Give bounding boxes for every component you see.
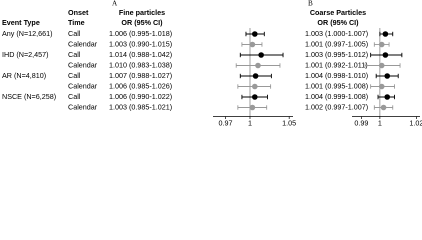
forest-figure: Event Type Onset Time Any (N=12,661) IHD … xyxy=(2,0,422,127)
or-label: 1.003 (0.990-1.015) xyxy=(109,39,172,48)
onset-header: Onset xyxy=(68,8,89,17)
onset-time: Calendar xyxy=(68,39,98,48)
x-tick-label: 0.97 xyxy=(219,118,233,127)
onset-time: Call xyxy=(68,29,81,38)
or-label: 1.001 (0.997-1.005) xyxy=(305,39,368,48)
panel-title: Fine particles xyxy=(119,8,165,17)
onset-time: Call xyxy=(68,71,81,80)
x-tick-label: 1 xyxy=(378,118,382,127)
or-label: 1.007 (0.988-1.027) xyxy=(109,71,172,80)
or-label: 1.004 (0.999-1.008) xyxy=(305,92,368,101)
onset-time: Calendar xyxy=(68,102,98,111)
or-label: 1.010 (0.983-1.038) xyxy=(109,60,172,69)
x-tick-label: 1.05 xyxy=(282,118,296,127)
or-label: 1.002 (0.997-1.007) xyxy=(305,102,368,111)
x-tick-label: 1.02 xyxy=(409,118,422,127)
or-label: 1.004 (0.998-1.010) xyxy=(305,71,368,80)
event-type: Any (N=12,661) xyxy=(2,29,53,38)
point-estimate xyxy=(251,83,258,90)
point-estimate xyxy=(255,62,261,69)
point-estimate xyxy=(380,104,387,111)
x-tick-label: 1 xyxy=(248,118,252,127)
onset-time: Calendar xyxy=(68,60,98,69)
panel-label: B xyxy=(308,0,313,8)
point-estimate xyxy=(378,41,385,48)
point-estimate xyxy=(382,31,389,37)
point-estimate xyxy=(249,41,256,48)
or-label: 1.001 (0.992-1.011) xyxy=(305,60,368,69)
point-estimate xyxy=(258,52,264,58)
point-estimate xyxy=(378,83,385,90)
column-header: OR (95% CI) xyxy=(121,18,163,27)
x-tick-label: 0.99 xyxy=(354,118,368,127)
or-label: 1.003 (0.985-1.021) xyxy=(109,102,172,111)
or-label: 1.006 (0.990-1.022) xyxy=(109,92,172,101)
or-label: 1.006 (0.995-1.018) xyxy=(109,29,172,38)
or-label: 1.003 (1.000-1.007) xyxy=(305,29,368,38)
point-estimate xyxy=(378,62,385,69)
or-label: 1.003 (0.995-1.012) xyxy=(305,50,368,59)
onset-time: Calendar xyxy=(68,81,98,90)
event-type: AR (N=4,810) xyxy=(2,71,46,80)
panel-title: Coarse Particles xyxy=(310,8,366,17)
or-label: 1.001 (0.995-1.008) xyxy=(305,81,368,90)
point-estimate xyxy=(382,52,389,58)
column-header: OR (95% CI) xyxy=(317,18,359,27)
panel-label: A xyxy=(112,0,118,8)
onset-header: Time xyxy=(68,18,85,27)
event-type: NSCE (N=6,258) xyxy=(2,92,56,101)
or-label: 1.006 (0.985-1.026) xyxy=(109,81,172,90)
or-label: 1.014 (0.988-1.042) xyxy=(109,50,172,59)
onset-time: Call xyxy=(68,50,81,59)
onset-time: Call xyxy=(68,92,81,101)
point-estimate xyxy=(384,73,391,79)
point-estimate xyxy=(252,73,259,79)
point-estimate xyxy=(251,31,258,37)
point-estimate xyxy=(249,104,256,111)
point-estimate xyxy=(384,94,391,100)
point-estimate xyxy=(251,94,258,100)
event-type: IHD (N=2,457) xyxy=(2,50,49,59)
event-type-header: Event Type xyxy=(2,18,40,27)
